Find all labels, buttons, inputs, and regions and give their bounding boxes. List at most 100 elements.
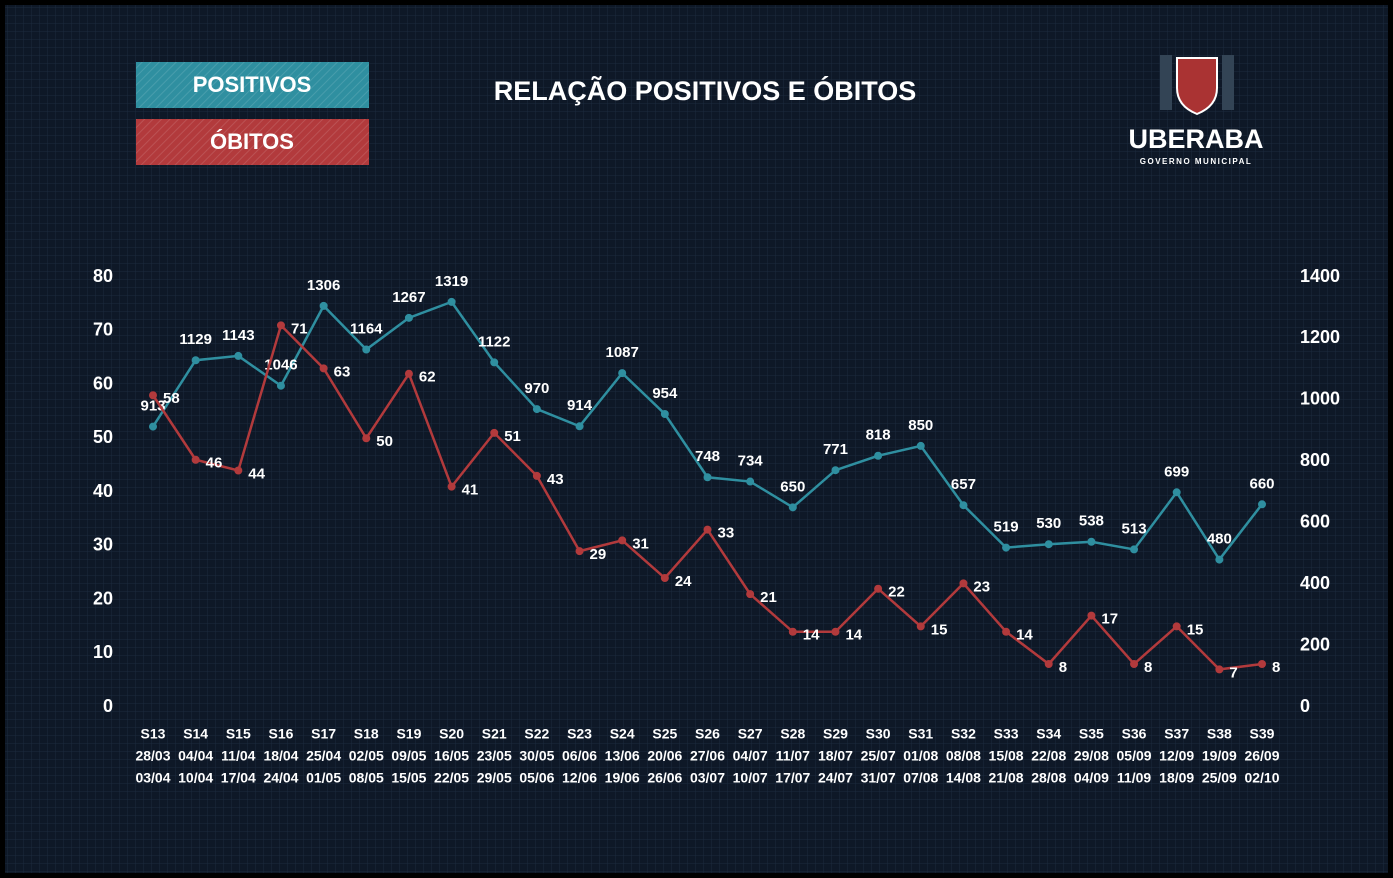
y2-tick-label: 800 bbox=[1300, 450, 1330, 470]
data-label: 650 bbox=[780, 478, 805, 495]
data-point bbox=[362, 345, 371, 354]
data-label: 657 bbox=[951, 476, 976, 493]
data-point bbox=[1130, 660, 1139, 668]
data-label: 14 bbox=[1016, 627, 1033, 644]
x-tick-label: S20 bbox=[439, 726, 464, 742]
x-tick-label: 05/06 bbox=[519, 770, 554, 786]
data-point bbox=[746, 477, 755, 486]
data-label: 734 bbox=[738, 453, 764, 470]
data-label: 1087 bbox=[606, 344, 639, 361]
y2-tick-label: 0 bbox=[1300, 696, 1310, 716]
data-point bbox=[490, 358, 499, 367]
data-point bbox=[1087, 537, 1096, 546]
x-tick-label: 10/04 bbox=[178, 770, 213, 786]
data-label: 513 bbox=[1122, 520, 1147, 537]
legend-label: POSITIVOS bbox=[193, 72, 312, 97]
data-point bbox=[831, 627, 840, 636]
x-tick-label: S14 bbox=[183, 726, 208, 742]
x-tick-label: S36 bbox=[1122, 726, 1147, 742]
data-point bbox=[1002, 543, 1011, 552]
data-label: 1129 bbox=[179, 331, 212, 348]
x-tick-label: 27/06 bbox=[690, 748, 725, 764]
data-label: 58 bbox=[163, 390, 180, 407]
data-point bbox=[1172, 488, 1181, 497]
data-label: 1046 bbox=[264, 357, 297, 374]
x-tick-label: 24/07 bbox=[818, 770, 853, 786]
logo: UBERABA GOVERNO MUNICIPAL bbox=[1129, 55, 1264, 166]
data-label: 14 bbox=[845, 627, 862, 644]
data-point bbox=[959, 579, 968, 588]
data-point bbox=[1215, 665, 1224, 674]
y2-tick-label: 1200 bbox=[1300, 327, 1340, 347]
data-label: 21 bbox=[760, 589, 777, 606]
data-point bbox=[404, 369, 413, 378]
logo-figure bbox=[1160, 55, 1172, 110]
x-tick-label: 12/09 bbox=[1159, 748, 1194, 764]
x-tick-label: 29/08 bbox=[1074, 748, 1109, 764]
x-tick-label: 24/04 bbox=[263, 770, 298, 786]
x-tick-label: 28/08 bbox=[1031, 770, 1066, 786]
x-tick-label: 23/05 bbox=[477, 748, 512, 764]
data-point bbox=[788, 627, 797, 636]
x-tick-label: 02/05 bbox=[349, 748, 384, 764]
logo-name: UBERABA bbox=[1129, 124, 1264, 154]
x-tick-label: 08/08 bbox=[946, 748, 981, 764]
y-tick-label: 70 bbox=[93, 320, 113, 340]
data-point bbox=[959, 501, 968, 510]
data-point bbox=[660, 574, 669, 582]
data-label: 1267 bbox=[392, 289, 425, 306]
data-point bbox=[916, 622, 925, 631]
x-tick-label: 15/08 bbox=[989, 748, 1024, 764]
data-label: 7 bbox=[1229, 664, 1237, 681]
x-tick-label: S39 bbox=[1250, 726, 1275, 742]
x-tick-label: 01/08 bbox=[903, 748, 938, 764]
data-label: 22 bbox=[888, 584, 905, 601]
x-tick-label: 07/08 bbox=[903, 770, 938, 786]
x-tick-label: S25 bbox=[652, 726, 677, 742]
x-tick-label: 15/05 bbox=[391, 770, 426, 786]
y2-tick-label: 600 bbox=[1300, 511, 1330, 531]
x-tick-label: 11/07 bbox=[776, 748, 810, 764]
y-tick-label: 10 bbox=[93, 642, 113, 662]
x-tick-label: 16/05 bbox=[434, 748, 469, 764]
data-point bbox=[234, 466, 243, 475]
data-point bbox=[532, 405, 541, 414]
x-tick-label: 19/09 bbox=[1202, 748, 1237, 764]
data-point bbox=[276, 321, 285, 330]
y-tick-label: 50 bbox=[93, 427, 113, 447]
data-point bbox=[404, 313, 413, 322]
data-label: 660 bbox=[1249, 475, 1274, 492]
x-tick-label: 17/07 bbox=[775, 770, 810, 786]
y2-tick-label: 1000 bbox=[1300, 389, 1340, 409]
data-label: 62 bbox=[419, 369, 436, 386]
x-tick-label: S16 bbox=[269, 726, 294, 742]
x-tick-label: S13 bbox=[141, 726, 166, 742]
x-tick-label: S21 bbox=[482, 726, 507, 742]
y-tick-label: 20 bbox=[93, 588, 113, 608]
data-point bbox=[1215, 555, 1224, 564]
data-point bbox=[447, 482, 456, 491]
x-tick-label: 18/04 bbox=[263, 748, 298, 764]
data-point bbox=[490, 428, 499, 437]
y2-tick-label: 400 bbox=[1300, 573, 1330, 593]
x-tick-label: 09/05 bbox=[391, 748, 426, 764]
chart-title: RELAÇÃO POSITIVOS E ÓBITOS bbox=[494, 75, 917, 106]
x-tick-label: 18/09 bbox=[1159, 770, 1194, 786]
x-tick-label: 11/09 bbox=[1117, 770, 1151, 786]
data-point bbox=[276, 381, 285, 390]
data-point bbox=[1130, 545, 1139, 554]
data-point bbox=[575, 547, 584, 556]
x-tick-label: 14/08 bbox=[946, 770, 981, 786]
y2-tick-label: 200 bbox=[1300, 634, 1330, 654]
x-tick-label: S23 bbox=[567, 726, 592, 742]
y-tick-label: 40 bbox=[93, 481, 113, 501]
y-tick-label: 80 bbox=[93, 266, 113, 286]
data-label: 71 bbox=[291, 320, 308, 337]
x-tick-label: 26/06 bbox=[647, 770, 682, 786]
data-point bbox=[1087, 611, 1096, 620]
logo-shield bbox=[1176, 57, 1218, 116]
data-point bbox=[874, 451, 883, 460]
x-tick-label: 17/04 bbox=[221, 770, 256, 786]
data-label: 41 bbox=[462, 482, 479, 499]
data-label: 24 bbox=[675, 573, 692, 590]
